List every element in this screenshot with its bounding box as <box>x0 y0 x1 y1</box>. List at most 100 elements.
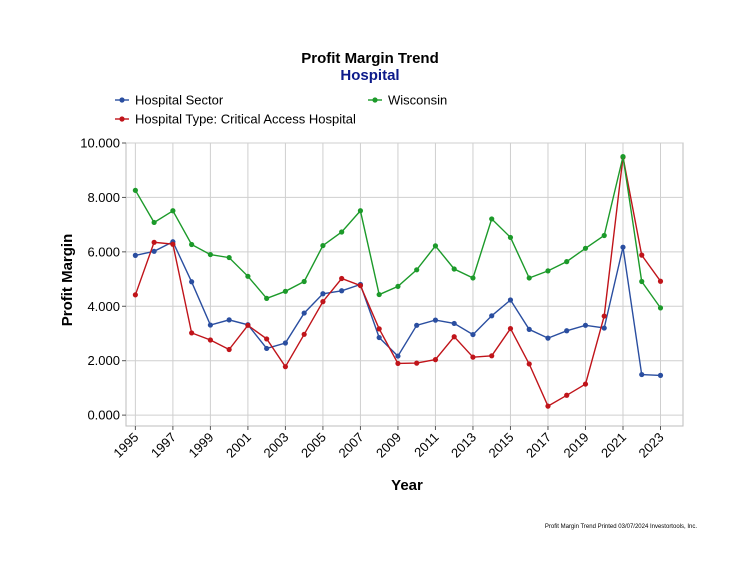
data-point <box>414 322 420 328</box>
plot-border <box>125 142 684 427</box>
x-tick-label: 1995 <box>110 430 141 461</box>
x-tick-label: 2019 <box>561 430 592 461</box>
data-point <box>414 360 420 366</box>
data-point <box>226 346 232 353</box>
data-point <box>245 322 251 328</box>
data-point <box>395 360 401 367</box>
data-point <box>451 334 457 340</box>
data-point <box>282 340 289 346</box>
data-point <box>301 331 307 337</box>
data-point <box>207 251 213 258</box>
data-point <box>339 275 345 282</box>
data-point <box>376 291 382 298</box>
data-point <box>545 268 551 274</box>
x-tick-label: 2009 <box>373 430 404 461</box>
y-tick-label: 2.000 <box>87 353 120 368</box>
legend-item: Hospital Sector <box>115 93 224 108</box>
data-point <box>414 267 420 273</box>
y-axis-label: Profit Margin <box>59 234 76 327</box>
x-tick-label: 2023 <box>636 430 667 461</box>
legend-marker <box>372 97 378 103</box>
data-point <box>357 208 364 214</box>
data-point <box>657 372 664 378</box>
data-point <box>207 337 213 343</box>
series-layer <box>132 154 664 409</box>
data-point <box>507 234 514 241</box>
legend-item: Wisconsin <box>368 93 447 108</box>
data-point <box>320 299 326 305</box>
data-point <box>245 273 251 279</box>
series-3 <box>132 154 664 311</box>
chart-subtitle: Hospital <box>340 67 399 84</box>
x-tick-label: 2011 <box>411 430 441 460</box>
x-tick-label: 2003 <box>260 430 291 461</box>
data-point <box>226 254 232 261</box>
data-point <box>320 242 326 249</box>
data-point <box>620 244 626 250</box>
data-point <box>657 305 664 311</box>
data-point <box>545 403 551 409</box>
data-point <box>507 297 514 303</box>
data-point <box>639 278 645 285</box>
data-point <box>545 335 551 341</box>
data-point <box>395 283 401 290</box>
data-point <box>376 326 382 332</box>
data-point <box>339 288 345 294</box>
data-point <box>170 208 176 214</box>
x-tick-label: 2017 <box>523 430 554 461</box>
chart-title: Profit Margin Trend <box>301 50 439 67</box>
data-point <box>432 243 439 249</box>
legend-marker <box>119 97 125 103</box>
data-point <box>282 288 289 294</box>
x-tick-label: 2021 <box>598 430 629 461</box>
plot-area <box>125 142 684 427</box>
data-point <box>432 357 439 363</box>
data-point <box>132 187 138 193</box>
data-point <box>189 279 195 285</box>
data-point <box>189 241 195 248</box>
x-tick-label: 2015 <box>486 430 517 461</box>
y-tick-label: 6.000 <box>87 244 120 259</box>
data-point <box>301 278 307 285</box>
data-point <box>320 291 326 297</box>
data-point <box>564 392 570 398</box>
data-point <box>339 229 345 235</box>
x-tick-label: 2005 <box>298 430 329 461</box>
x-tick-label: 2013 <box>448 430 479 461</box>
x-tick-label: 1999 <box>185 430 216 461</box>
data-point <box>451 266 457 272</box>
data-point <box>582 381 589 387</box>
data-point <box>470 331 476 338</box>
data-point <box>601 325 607 331</box>
gridlines <box>126 142 683 426</box>
data-point <box>657 278 664 284</box>
data-point <box>582 245 589 251</box>
data-point <box>526 361 532 367</box>
data-point <box>264 295 270 301</box>
y-tick-label: 8.000 <box>87 190 120 205</box>
data-point <box>564 259 570 265</box>
data-point <box>564 328 570 334</box>
legend: Hospital Sector Hospital Type: Critical A… <box>115 93 447 127</box>
data-point <box>582 322 589 328</box>
data-point <box>470 354 476 360</box>
x-tick-label: 2001 <box>223 430 254 461</box>
data-point <box>226 317 232 323</box>
data-point <box>301 310 307 316</box>
data-point <box>395 353 401 359</box>
x-axis-label: Year <box>391 477 423 494</box>
data-point <box>451 320 457 327</box>
legend-item: Hospital Type: Critical Access Hospital <box>115 112 356 127</box>
data-point <box>489 353 495 359</box>
data-point <box>151 239 157 245</box>
series-2 <box>132 154 664 409</box>
data-point <box>489 313 495 319</box>
data-point <box>601 313 607 319</box>
y-tick-label: 0.000 <box>87 408 120 423</box>
y-tick-label: 4.000 <box>87 299 120 314</box>
data-point <box>151 219 157 226</box>
data-point <box>489 216 495 222</box>
footer-note: Profit Margin Trend Printed 03/07/2024 I… <box>545 524 697 530</box>
legend-label: Hospital Type: Critical Access Hospital <box>135 112 356 127</box>
data-point <box>207 322 213 328</box>
